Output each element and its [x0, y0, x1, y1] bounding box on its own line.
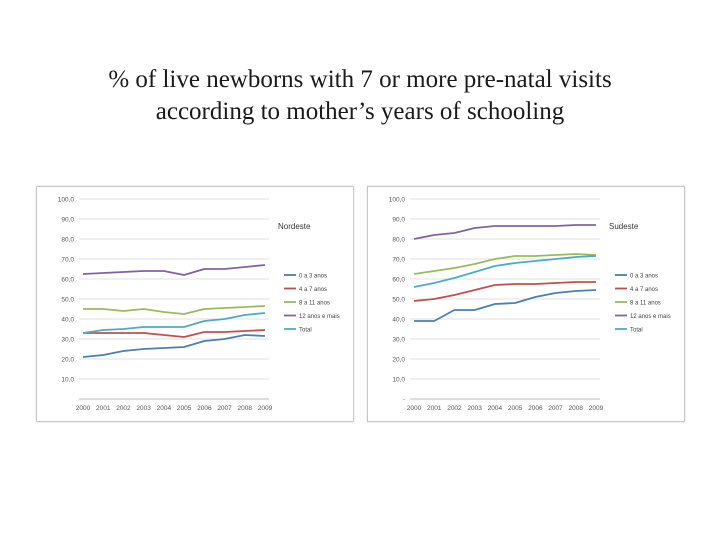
slide-title-line-2: according to mother’s years of schooling [155, 98, 565, 125]
x-tick-label: 2002 [447, 405, 462, 412]
x-tick-label: 2003 [467, 405, 482, 412]
x-tick-label: 2004 [488, 405, 503, 412]
series-line-12-anos-e-mais [82, 264, 266, 276]
y-tick-label: 30,0 [392, 337, 405, 344]
y-tick-label: 10,0 [392, 377, 405, 384]
x-tick-label: 2001 [427, 405, 442, 412]
x-tick-label: 2001 [96, 405, 111, 412]
y-tick-label: 40,0 [392, 317, 405, 324]
y-tick-label: 40,0 [61, 317, 74, 324]
y-tick-label: 30,0 [61, 337, 74, 344]
sudeste-chart-panel: - 10,0 20,0 30,0 40,0 50,0 60,0 70,0 80,0 90,0 100… [367, 186, 685, 422]
legend-label-total: Total [299, 327, 312, 333]
y-tick-label: 20,0 [61, 357, 74, 364]
y-tick-label: 70,0 [61, 257, 74, 264]
legend-label-0-a-3-anos: 0 a 3 anos [630, 273, 658, 279]
x-tick-label: 2007 [217, 405, 232, 412]
legend-label-0-a-3-anos: 0 a 3 anos [299, 273, 327, 279]
legend-label-12-anos-e-mais: 12 anos e mais [630, 314, 671, 320]
y-tick-label: - [403, 397, 405, 404]
y-tick-label: 50,0 [392, 297, 405, 304]
x-tick-label: 2002 [116, 405, 131, 412]
series-line-total [413, 255, 597, 288]
y-tick-label: 20,0 [392, 357, 405, 364]
x-tick-label: 2000 [407, 405, 422, 412]
slide-title: % of live newborns with 7 or more pre-na… [40, 64, 680, 128]
y-tick-label: 80,0 [61, 237, 74, 244]
legend-label-8-a-11-anos: 8 a 11 anos [299, 300, 330, 306]
nordeste-chart-panel: 10,0 20,0 30,0 40,0 50,0 60,0 70,0 80,0 90,0 100,… [36, 186, 354, 422]
legend-label-8-a-11-anos: 8 a 11 anos [630, 300, 661, 306]
legend-label-12-anos-e-mais: 12 anos e mais [299, 314, 340, 320]
x-tick-label: 2009 [258, 405, 273, 412]
legend-label-4-a-7-anos: 4 a 7 anos [299, 287, 327, 293]
y-tick-label: 90,0 [61, 217, 74, 224]
x-tick-label: 2007 [548, 405, 563, 412]
sudeste-line-chart: - 10,0 20,0 30,0 40,0 50,0 60,0 70,0 80,0 90,0 100… [389, 197, 671, 413]
chart-title: Nordeste [278, 222, 311, 231]
legend-label-total: Total [630, 327, 643, 333]
x-tick-label: 2000 [76, 405, 91, 412]
series-line-0-a-3-anos [414, 289, 597, 322]
series-line-4-a-7-anos [83, 329, 266, 338]
x-tick-label: 2008 [569, 405, 584, 412]
x-tick-label: 2006 [197, 405, 212, 412]
y-tick-label: 100,0 [58, 197, 75, 204]
y-tick-label: 80,0 [392, 237, 405, 244]
nordeste-line-chart: 10,0 20,0 30,0 40,0 50,0 60,0 70,0 80,0 90,0 100,… [58, 197, 340, 413]
x-tick-label: 2006 [528, 405, 543, 412]
series-line-total [82, 312, 266, 334]
legend-label-4-a-7-anos: 4 a 7 anos [630, 287, 658, 293]
y-tick-label: 70,0 [392, 257, 405, 264]
slide-title-line-1: % of live newborns with 7 or more pre-na… [108, 66, 612, 93]
y-tick-label: 60,0 [392, 277, 405, 284]
x-tick-label: 2005 [508, 405, 523, 412]
x-tick-label: 2003 [136, 405, 151, 412]
series-line-8-a-11-anos [83, 305, 266, 315]
series-line-0-a-3-anos [82, 334, 266, 358]
x-tick-label: 2009 [589, 405, 604, 412]
x-tick-label: 2005 [177, 405, 192, 412]
y-tick-label: 60,0 [61, 277, 74, 284]
x-tick-label: 2008 [238, 405, 253, 412]
x-tick-label: 2004 [157, 405, 172, 412]
series-line-12-anos-e-mais [413, 224, 596, 240]
y-tick-label: 10,0 [61, 377, 74, 384]
y-tick-label: 50,0 [61, 297, 74, 304]
y-tick-label: 100,0 [389, 197, 406, 204]
series-line-4-a-7-anos [413, 281, 596, 302]
chart-title: Sudeste [609, 222, 639, 231]
y-tick-label: 90,0 [392, 217, 405, 224]
series-line-8-a-11-anos [413, 253, 597, 275]
